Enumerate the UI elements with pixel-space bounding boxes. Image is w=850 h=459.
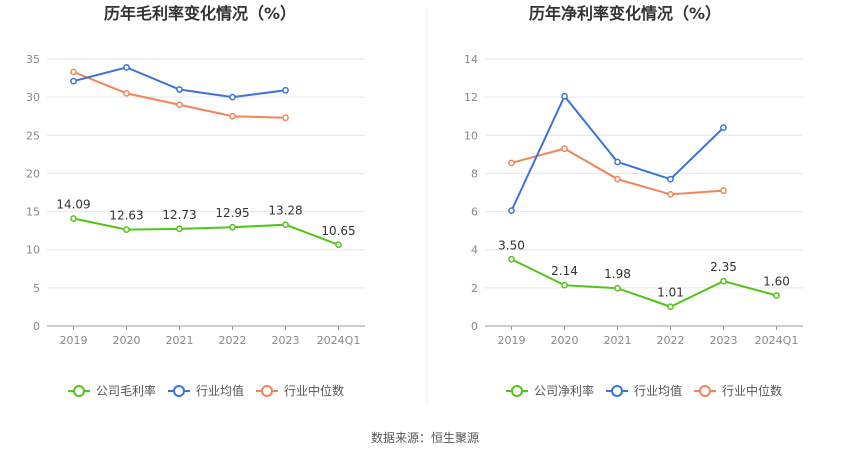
- legend-marker: [73, 385, 85, 397]
- series-line-median: [511, 147, 724, 196]
- data-point-median: [614, 175, 621, 183]
- data-label: 1.98: [604, 267, 631, 281]
- x-tick-label: 2022: [219, 334, 247, 347]
- y-tick-label: 12: [464, 91, 478, 104]
- data-point-avg: [614, 158, 621, 166]
- legend-marker: [173, 385, 185, 397]
- y-tick-label: 30: [26, 91, 40, 104]
- legend-item-avg: 行业均值: [606, 383, 682, 398]
- y-tick-label: 0: [33, 320, 40, 333]
- data-label: 14.09: [56, 198, 90, 212]
- data-point-median: [70, 68, 77, 76]
- data-point-company: [176, 225, 183, 233]
- x-tick-label: 2024Q1: [317, 334, 361, 347]
- series-line-company: [511, 258, 777, 308]
- data-point-median: [561, 145, 568, 152]
- data-point-company: [720, 277, 727, 285]
- x-tick-label: 2023: [272, 334, 300, 347]
- legend-label: 行业均值: [634, 383, 682, 398]
- data-point-company: [70, 215, 77, 222]
- y-tick-label: 10: [26, 244, 40, 257]
- data-point-avg: [282, 86, 289, 94]
- legend-label: 行业均值: [196, 383, 244, 398]
- chart-title: 历年净利率变化情况（%）: [529, 4, 721, 23]
- legend-item-median: 行业中位数: [256, 383, 344, 398]
- data-point-company: [508, 255, 515, 263]
- x-tick-label: 2021: [604, 334, 632, 347]
- data-point-avg: [176, 86, 183, 93]
- data-label: 12.95: [215, 206, 249, 220]
- data-label: 12.73: [162, 208, 196, 222]
- legend-label: 行业中位数: [284, 383, 344, 398]
- x-tick-label: 2020: [551, 334, 579, 347]
- x-tick-label: 2019: [498, 334, 526, 347]
- data-point-company: [229, 223, 236, 231]
- data-point-median: [667, 191, 674, 198]
- data-point-median: [720, 187, 727, 194]
- y-tick-label: 14: [464, 53, 478, 66]
- y-tick-label: 20: [26, 167, 40, 180]
- chart-panel-2: 历年净利率变化情况（%） 0 2 4 6 8 10 12 14 2019 2020 2021 2022 2…: [464, 4, 803, 398]
- data-label: 10.65: [321, 224, 355, 238]
- data-label: 1.60: [763, 274, 790, 288]
- x-tick-label: 2023: [710, 334, 738, 347]
- data-point-avg: [70, 77, 77, 85]
- data-point-company: [614, 284, 621, 292]
- series-line-company: [73, 217, 339, 246]
- data-point-median: [123, 89, 130, 97]
- y-tick-label: 5: [33, 282, 40, 295]
- data-point-company: [561, 281, 568, 289]
- data-label: 1.01: [657, 286, 684, 300]
- data-point-median: [282, 114, 289, 122]
- chart-panel-1: 历年毛利率变化情况（%） 0 5 10 15 20 25 30 35 2019 2020 2021 20…: [26, 4, 365, 398]
- y-tick-label: 8: [471, 167, 478, 180]
- x-tick-label: 2022: [657, 334, 685, 347]
- data-point-median: [508, 159, 515, 167]
- legend-marker: [611, 385, 623, 397]
- legend-item-avg: 行业均值: [168, 383, 244, 398]
- y-tick-label: 15: [26, 206, 40, 219]
- data-point-median: [176, 101, 183, 109]
- legend-item-company: 公司净利率: [506, 383, 594, 398]
- legend-item-median: 行业中位数: [694, 383, 782, 398]
- data-point-avg: [123, 64, 130, 71]
- legend-label: 公司毛利率: [96, 383, 156, 398]
- data-point-company: [773, 292, 780, 299]
- x-tick-label: 2020: [113, 334, 141, 347]
- data-point-company: [123, 226, 130, 234]
- data-label: 12.63: [109, 209, 143, 223]
- data-point-company: [667, 303, 674, 311]
- y-tick-label: 4: [471, 244, 478, 257]
- legend-label: 公司净利率: [534, 383, 594, 398]
- chart-title: 历年毛利率变化情况（%）: [104, 4, 296, 23]
- legend-label: 行业中位数: [722, 383, 782, 398]
- data-point-company: [335, 241, 342, 249]
- legend-item-company: 公司毛利率: [68, 383, 156, 398]
- data-point-avg: [508, 207, 515, 214]
- x-tick-label: 2021: [166, 334, 194, 347]
- data-label: 3.50: [498, 238, 525, 252]
- y-tick-label: 0: [471, 320, 478, 333]
- data-point-company: [282, 221, 289, 229]
- data-source: 数据来源：恒生聚源: [371, 430, 479, 445]
- x-tick-label: 2019: [60, 334, 88, 347]
- y-tick-label: 2: [471, 282, 478, 295]
- data-point-avg: [720, 124, 727, 132]
- legend-marker: [511, 385, 523, 397]
- data-label: 13.28: [268, 204, 302, 218]
- legend-marker: [699, 385, 711, 397]
- data-point-avg: [667, 175, 674, 183]
- y-tick-label: 25: [26, 129, 40, 142]
- data-point-median: [229, 112, 236, 120]
- legend-marker: [261, 385, 273, 397]
- y-tick-label: 35: [26, 53, 40, 66]
- data-point-avg: [229, 93, 236, 101]
- x-tick-label: 2024Q1: [755, 334, 799, 347]
- y-tick-label: 10: [464, 129, 478, 142]
- data-label: 2.14: [551, 264, 578, 278]
- data-point-avg: [561, 92, 568, 100]
- data-label: 2.35: [710, 260, 737, 274]
- y-tick-label: 6: [471, 206, 478, 219]
